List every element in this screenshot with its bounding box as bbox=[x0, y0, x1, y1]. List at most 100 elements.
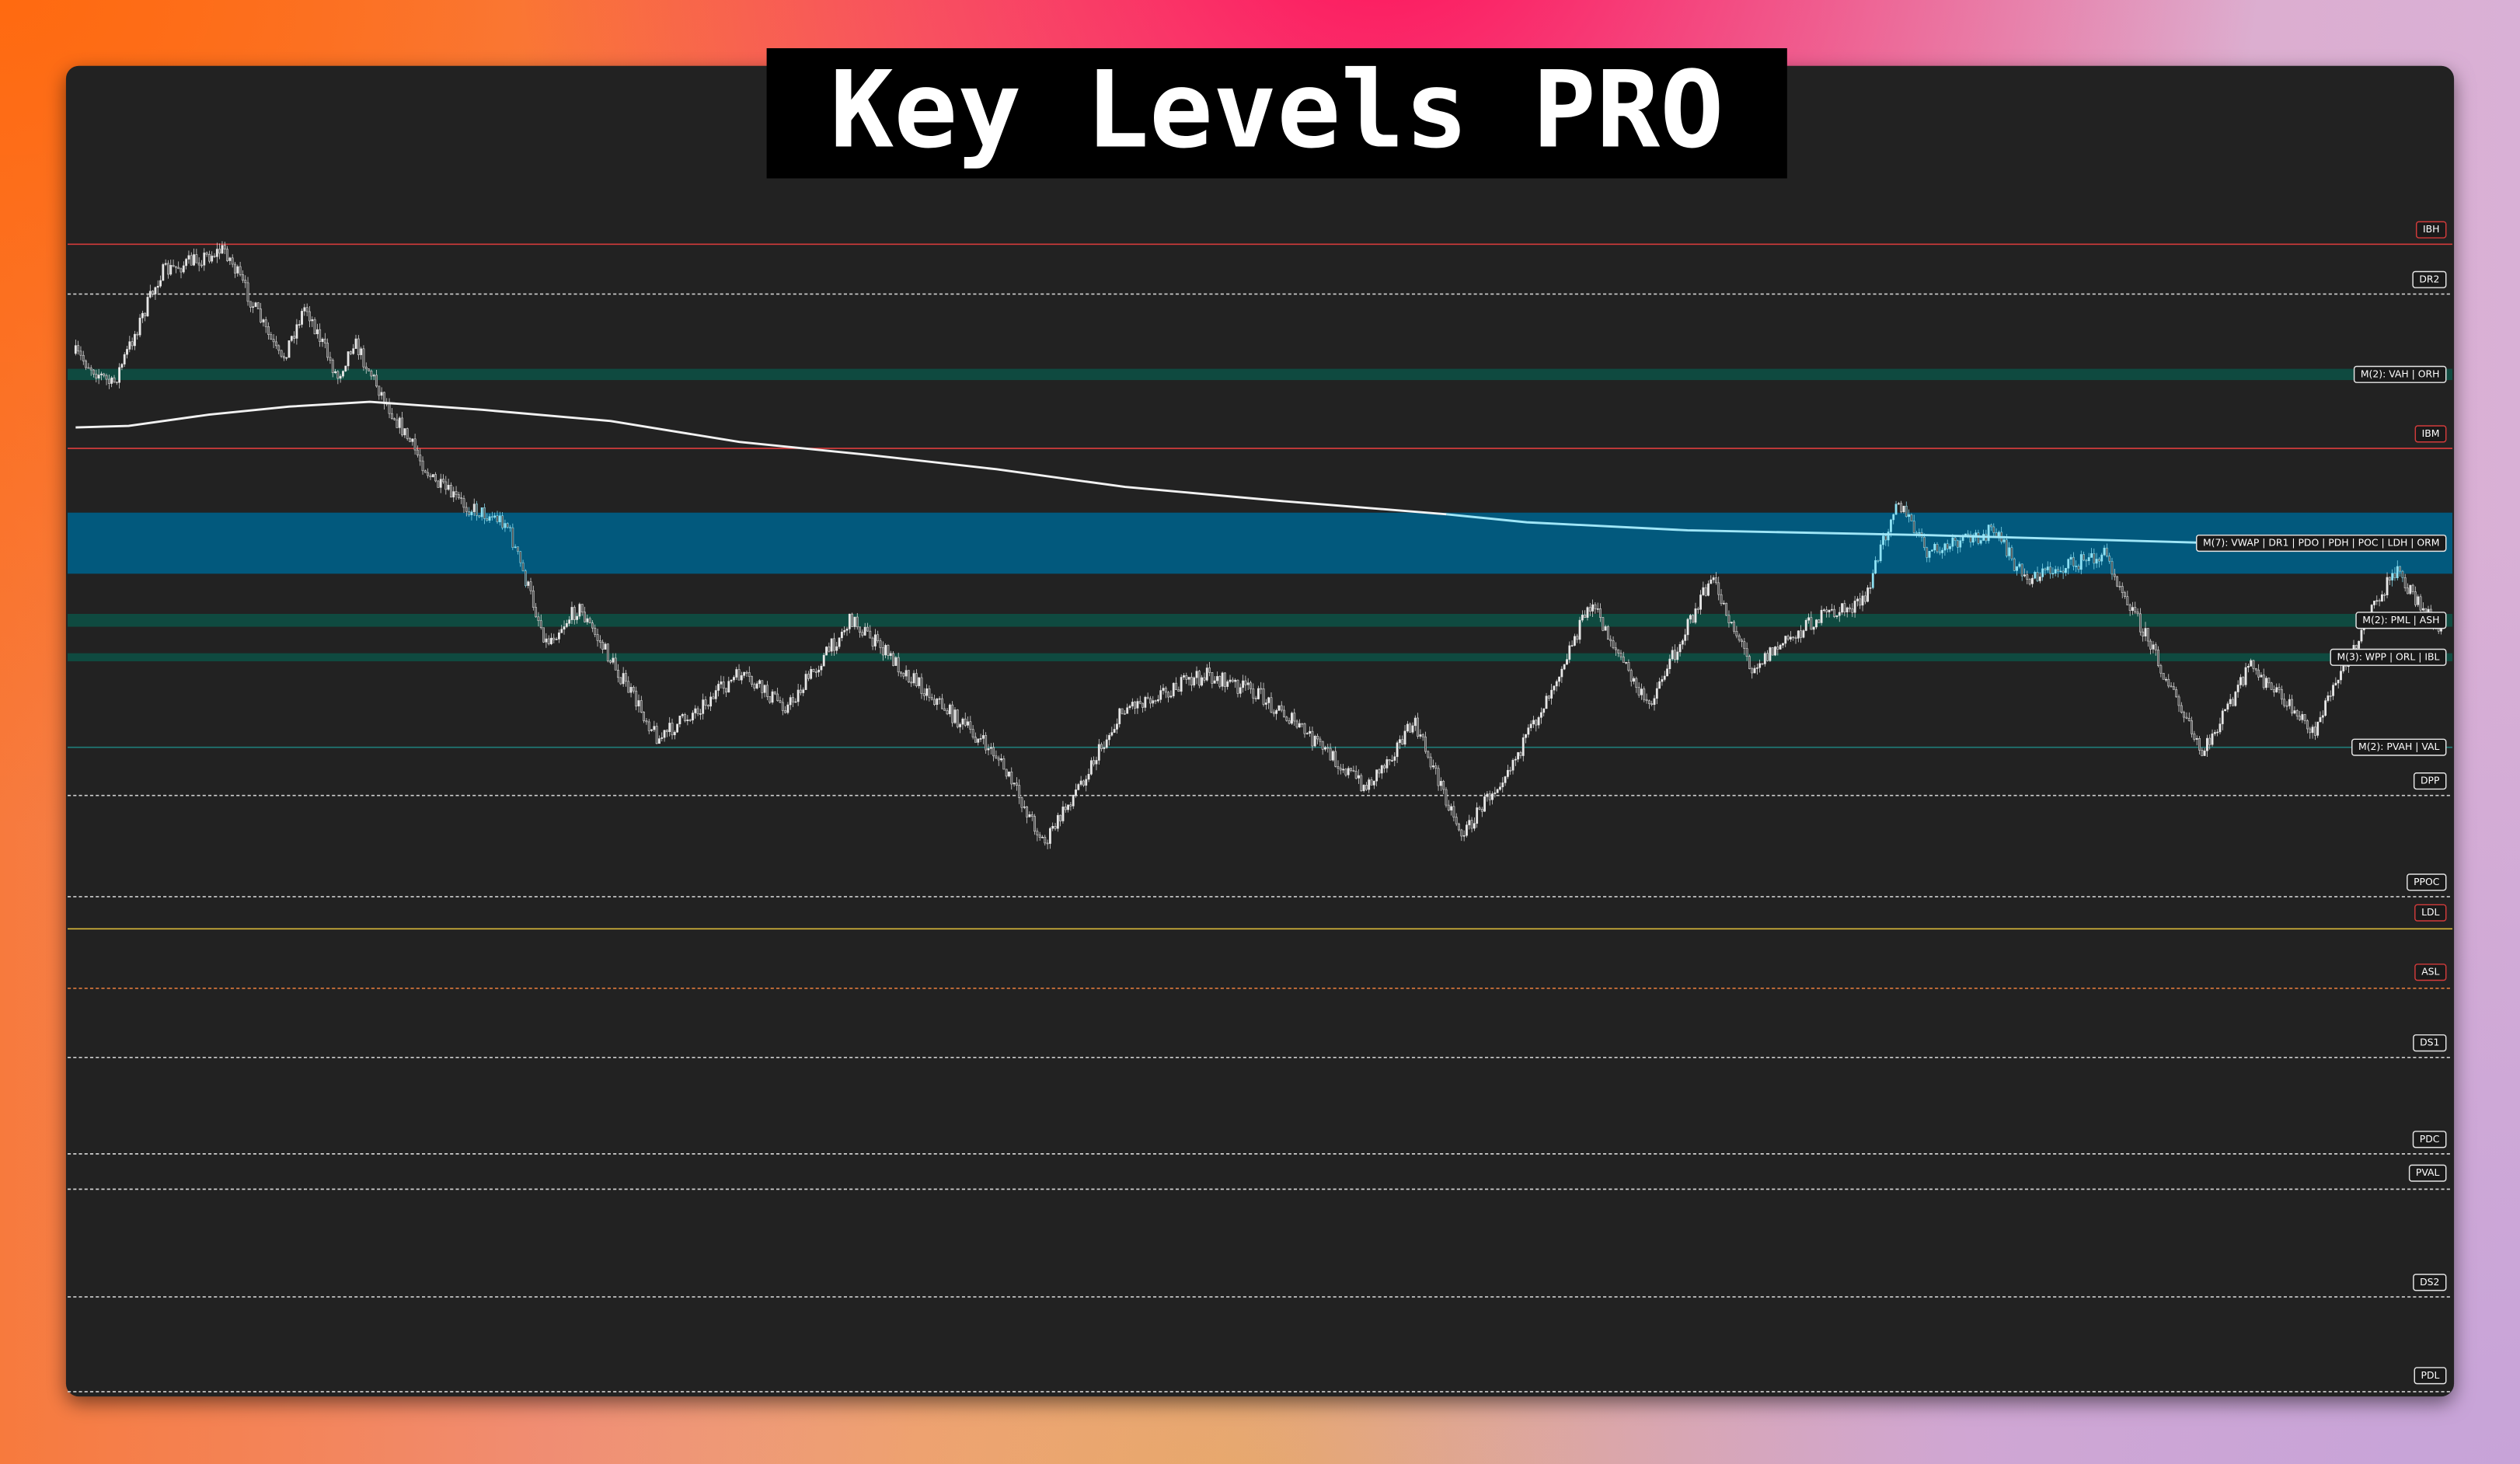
candle-body bbox=[1339, 768, 1342, 771]
candle-body bbox=[967, 721, 969, 726]
candle-body bbox=[1413, 717, 1417, 727]
candle-body bbox=[1815, 619, 1818, 628]
candle-body bbox=[442, 479, 444, 483]
candle-body bbox=[1321, 741, 1324, 750]
candle-body bbox=[211, 256, 214, 262]
candle-body bbox=[725, 688, 727, 693]
candle-body bbox=[1095, 760, 1098, 765]
candle-body bbox=[2358, 640, 2361, 649]
candle-body bbox=[2329, 695, 2332, 697]
candle-body bbox=[1923, 536, 1926, 549]
candle-body bbox=[290, 336, 293, 341]
level-label-box bbox=[2414, 1367, 2447, 1385]
candle-body bbox=[1136, 701, 1139, 709]
candle-body bbox=[1540, 712, 1542, 718]
candle-body bbox=[1020, 797, 1023, 808]
level-label-box bbox=[2355, 612, 2447, 629]
candle-body bbox=[681, 714, 684, 716]
candle-body bbox=[2062, 570, 2065, 573]
candle-body bbox=[447, 485, 450, 490]
candle-body bbox=[144, 312, 147, 316]
candle-body bbox=[2180, 705, 2183, 713]
level-label: PDL bbox=[2414, 1367, 2447, 1385]
candle-body bbox=[187, 255, 190, 260]
candle-body bbox=[1612, 640, 1615, 649]
candle-body bbox=[1959, 540, 1962, 548]
level-label: ASL bbox=[2414, 964, 2447, 981]
candle-body bbox=[869, 630, 872, 639]
candle-body bbox=[378, 385, 381, 396]
candle-body bbox=[388, 403, 391, 414]
candle-body bbox=[961, 718, 964, 725]
candle-body bbox=[277, 345, 281, 351]
candle-body bbox=[665, 730, 668, 732]
candle-body bbox=[2054, 569, 2057, 574]
candle-body bbox=[1347, 768, 1350, 776]
candle-body bbox=[282, 356, 285, 358]
level-label-box bbox=[2351, 738, 2447, 756]
levels bbox=[68, 243, 2452, 1393]
candle-body bbox=[943, 708, 946, 711]
candle-body bbox=[861, 632, 864, 636]
candle-body bbox=[498, 515, 501, 522]
candle-body bbox=[2069, 556, 2072, 560]
candle-body bbox=[2090, 553, 2093, 558]
candle-body bbox=[1044, 837, 1047, 844]
candle-body bbox=[2028, 579, 2031, 584]
candle-body bbox=[1393, 756, 1396, 761]
candle-body bbox=[1236, 679, 1239, 694]
candle-body bbox=[810, 669, 813, 679]
candle-body bbox=[596, 634, 599, 641]
candle-body bbox=[1231, 679, 1234, 682]
candle-body bbox=[2203, 750, 2206, 756]
candle-body bbox=[560, 629, 563, 633]
candle-body bbox=[866, 626, 869, 632]
candle-body bbox=[971, 729, 974, 737]
candle-body bbox=[295, 324, 298, 339]
candle-body bbox=[1385, 759, 1389, 769]
candle-body bbox=[2121, 586, 2124, 594]
candle-body bbox=[2396, 566, 2399, 578]
candle-body bbox=[1566, 659, 1568, 665]
candle-body bbox=[1975, 532, 1978, 535]
level-label-box bbox=[2414, 964, 2447, 981]
candle-body bbox=[573, 607, 576, 620]
candle-body bbox=[2257, 669, 2260, 678]
candle-body bbox=[476, 504, 478, 516]
candle-body bbox=[1733, 622, 1735, 632]
candle-body bbox=[1602, 617, 1605, 631]
candle-body bbox=[817, 669, 821, 673]
candle-body bbox=[1519, 752, 1522, 756]
candle-body bbox=[1678, 643, 1682, 653]
candle-body bbox=[1447, 804, 1450, 810]
candle-body bbox=[987, 748, 990, 751]
candle-body bbox=[1283, 709, 1285, 718]
candle-body bbox=[617, 670, 619, 678]
candle-body bbox=[1242, 680, 1244, 688]
candle-body bbox=[1313, 736, 1316, 747]
candle-body bbox=[275, 341, 277, 347]
candle-body bbox=[1967, 533, 1970, 535]
candle-body bbox=[2198, 738, 2201, 751]
candle-body bbox=[1201, 677, 1204, 686]
candle-body bbox=[1951, 537, 1954, 547]
candle-body bbox=[195, 254, 198, 263]
candle-body bbox=[419, 455, 422, 462]
level-label-text: ASL bbox=[2421, 966, 2439, 978]
candle-body bbox=[1437, 768, 1440, 786]
candle-body bbox=[118, 367, 120, 383]
candle-body bbox=[1521, 737, 1525, 756]
candle-body bbox=[1041, 837, 1044, 838]
candle-body bbox=[877, 634, 880, 641]
candle-body bbox=[2242, 677, 2245, 685]
candle-body bbox=[1496, 789, 1499, 793]
candle-body bbox=[2038, 577, 2041, 581]
candle-body bbox=[344, 365, 347, 371]
candle-body bbox=[2051, 573, 2055, 575]
candle-body bbox=[1529, 723, 1532, 728]
candle-body bbox=[1216, 676, 1218, 681]
candle-body bbox=[396, 419, 399, 428]
candle-body bbox=[2386, 577, 2389, 595]
candle-body bbox=[347, 351, 350, 367]
